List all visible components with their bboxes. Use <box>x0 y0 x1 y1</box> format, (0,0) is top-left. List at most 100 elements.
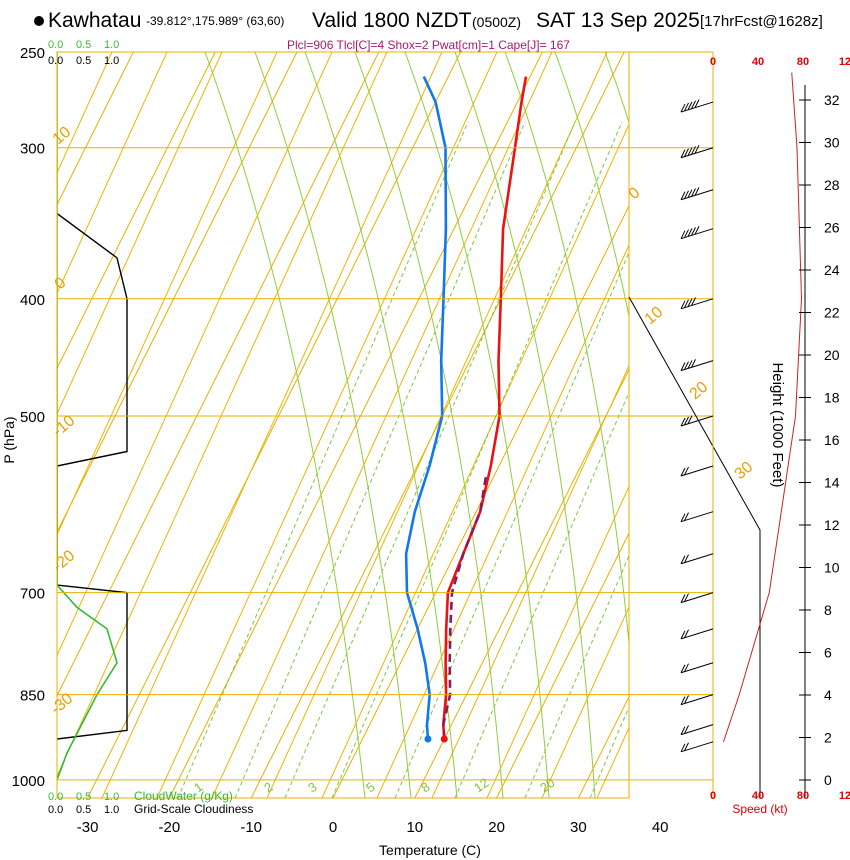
wind-barb-flag <box>684 593 689 602</box>
isotherm-line <box>57 52 134 206</box>
wind-barb-flag <box>680 664 686 673</box>
moist-adiabat-line <box>304 52 458 798</box>
speed-tick-label-top: 40 <box>752 56 764 68</box>
height-tick-label: 0 <box>824 772 832 788</box>
height-tick-label: 26 <box>824 220 840 236</box>
wind-panel-edge <box>628 296 761 798</box>
wind-barb <box>680 741 714 753</box>
p-tick-label: 250 <box>20 45 45 62</box>
cloudiness-label: Grid-Scale Cloudiness <box>134 802 253 816</box>
isotherm-line <box>57 52 380 697</box>
dry-adiabat-line <box>321 123 629 798</box>
isotherm-line <box>57 52 216 370</box>
isotherm-label: 0 <box>626 184 644 203</box>
p-tick-label: 300 <box>20 141 45 158</box>
wind-barb <box>680 228 714 240</box>
wind-barb-flag <box>680 362 686 371</box>
wind-barb-flag <box>680 103 686 113</box>
height-tick-label: 20 <box>824 347 840 363</box>
station-name: Kawhatau <box>48 9 142 32</box>
wind-barb-flag <box>680 594 686 603</box>
y2-axis-label: Height (1000 Feet) <box>769 362 786 487</box>
wind-barb <box>680 662 714 674</box>
wind-barb-flag <box>694 187 700 196</box>
wind-barb-flag <box>694 226 700 235</box>
wind-barb <box>680 694 714 706</box>
wind-barb-flag <box>691 227 696 236</box>
y-axis-label: P (hPa) <box>1 416 17 463</box>
wind-barb-flag <box>680 743 686 753</box>
x-tick-label: 30 <box>570 819 587 836</box>
wind-barb-flag <box>687 147 693 156</box>
isotherm-line <box>496 532 629 798</box>
wind-barb-flag <box>687 360 693 369</box>
p-tick-label: 850 <box>20 688 45 705</box>
profile-parcel <box>441 475 488 740</box>
x-axis-label: Temperature (C) <box>379 842 481 858</box>
moist-adiabat-line <box>254 52 412 798</box>
height-tick-label: 10 <box>824 560 840 576</box>
dry-adiabat-line <box>596 726 629 798</box>
speed-tick-label-bottom: 40 <box>752 790 764 802</box>
cloudiness-tick-top: 0.5 <box>76 55 91 67</box>
p-tick-label: 1000 <box>12 773 45 790</box>
p-tick-label: 400 <box>20 292 45 309</box>
speed-tick-label-bottom: 120 <box>839 790 850 802</box>
wind-barb-flag <box>680 417 686 427</box>
isotherm-line <box>577 695 629 798</box>
height-tick-label: 30 <box>824 135 840 151</box>
wind-barb <box>680 147 714 159</box>
wind-barb-flag <box>691 100 696 109</box>
dry-adiabat-line <box>101 52 443 798</box>
height-tick-label: 2 <box>824 730 832 746</box>
speed-tick-label-bottom: 0 <box>710 790 716 802</box>
mixing-ratio-line <box>454 391 629 798</box>
wind-barb-flag <box>687 415 693 424</box>
wind-barb-flag <box>680 630 686 640</box>
wind-barb-flag <box>684 629 689 638</box>
wind-barb-flag <box>691 146 696 155</box>
wind-barb-flag <box>680 513 686 522</box>
cloudwater-tick-bottom: 0.5 <box>76 791 91 803</box>
isotherm-label: -20 <box>50 547 79 575</box>
mixing-ratio-line <box>331 121 623 798</box>
wind-barb-flag <box>684 663 689 672</box>
height-tick-label: 12 <box>824 517 840 533</box>
wind-barb <box>680 511 714 523</box>
isotherm-line <box>742 52 850 798</box>
cloudiness-line <box>57 212 128 740</box>
isotherm-line <box>332 204 629 798</box>
isotherm-label: 10 <box>50 124 75 149</box>
height-tick-label: 18 <box>824 390 840 406</box>
wind-barb-flag <box>687 101 693 111</box>
wind-barb <box>680 553 714 565</box>
wind-barb-flag <box>694 145 700 154</box>
wind-barb-flag <box>684 742 689 751</box>
wind-barb-flag <box>680 149 686 158</box>
isotherm-line <box>660 52 850 798</box>
mixing-ratio-label: 8 <box>418 779 433 795</box>
station-marker-icon <box>34 16 44 26</box>
dry-adiabat-line <box>431 364 629 798</box>
plot-frame <box>56 51 630 799</box>
cloudiness-tick-bottom: 0.5 <box>76 804 91 816</box>
wind-barb-flag <box>684 229 689 238</box>
mixing-ratio-label: 12 <box>471 775 491 796</box>
plot-area <box>57 52 850 798</box>
wind-barb-flag <box>684 102 689 112</box>
wind-barb <box>680 415 714 427</box>
isotherm-label: 20 <box>687 379 712 404</box>
wind-barb-flag <box>684 512 689 521</box>
surface-temperature-dot <box>440 735 448 743</box>
wind-barb-flag <box>680 726 686 735</box>
height-tick-label: 16 <box>824 432 840 448</box>
isotherm-label: 0 <box>52 274 70 293</box>
valid-time: Valid 1800 NZDT <box>312 9 472 32</box>
profile-temperature <box>441 76 528 740</box>
moist-adiabat-line <box>454 52 596 798</box>
isotherm-line <box>168 52 543 798</box>
isotherm-line <box>250 52 625 798</box>
height-profile-line <box>723 72 803 742</box>
speed-tick-label-bottom: 80 <box>797 790 809 802</box>
